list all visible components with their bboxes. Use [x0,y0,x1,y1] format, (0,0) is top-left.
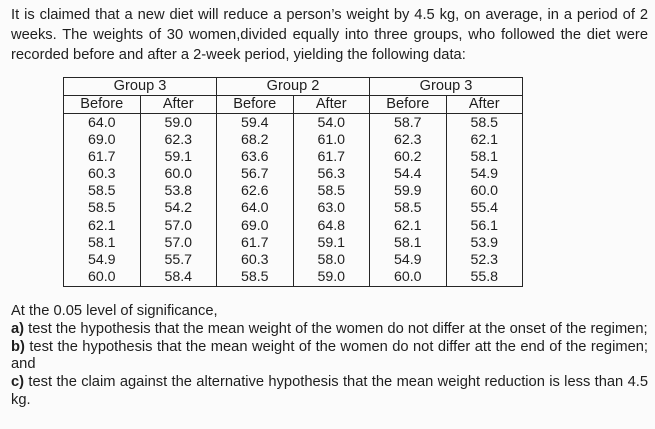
weight-cell: 68.2 [216,132,294,150]
weight-cell: 59.1 [292,234,370,252]
weight-cell: 60.0 [445,183,523,201]
column-header-after-3: After [445,95,523,114]
weight-cell: 61.0 [292,132,370,150]
column-header-after-1: After [139,95,217,114]
questions-block: At the 0.05 level of significance, a) te… [11,303,648,410]
weight-cell: 58.5 [292,183,370,201]
question-a-text: test the hypothesis that the mean weight… [28,320,648,337]
weight-cell: 58.1 [369,234,447,252]
table-row: 58.1 57.0 61.7 59.1 58.1 53.9 [63,234,523,252]
weight-cell: 56.7 [216,166,294,184]
weight-cell: 61.7 [216,234,294,252]
weight-cell: 63.0 [292,200,370,218]
table-row: 54.9 55.7 60.3 58.0 54.9 52.3 [63,251,523,269]
weight-cell: 61.7 [292,149,370,167]
column-header-before-2: Before [216,95,294,114]
weight-cell: 58.5 [369,200,447,218]
question-b-label: b) [11,338,25,355]
weight-cell: 69.0 [63,132,141,150]
weight-cell: 54.9 [63,251,141,269]
weight-cell: 56.1 [445,217,523,235]
question-a-label: a) [11,320,25,337]
question-b-text: test the hypothesis that the mean weight… [11,338,648,373]
weight-cell: 55.8 [445,268,523,287]
weight-cell: 58.1 [63,234,141,252]
weight-cell: 60.2 [369,149,447,167]
weight-cell: 59.0 [292,268,370,287]
weight-cell: 58.1 [445,149,523,167]
weight-cell: 58.5 [216,268,294,287]
column-header-before-3: Before [369,95,447,114]
weight-cell: 57.0 [139,234,217,252]
weight-cell: 64.0 [63,113,141,133]
weight-cell: 54.4 [369,166,447,184]
weight-cell: 60.3 [63,166,141,184]
question-a: a) test the hypothesis that the mean wei… [11,321,648,339]
table-body: 64.0 59.0 59.4 54.0 58.7 58.5 69.0 62.3 68.2 61.0… [63,113,523,287]
weight-cell: 59.9 [369,183,447,201]
weight-cell: 54.0 [292,113,370,133]
weight-cell: 53.8 [139,183,217,201]
group-header-2: Group 2 [216,77,370,96]
group-header-3: Group 3 [369,77,523,96]
weight-cell: 64.0 [216,200,294,218]
table-header: Group 3 Group 2 Group 3 Before After Bef… [63,77,523,114]
subheader-row: Before After Before After Before After [63,95,523,114]
weight-cell: 58.5 [63,200,141,218]
weight-cell: 59.1 [139,149,217,167]
table-row: 64.0 59.0 59.4 54.0 58.7 58.5 [63,113,523,133]
weight-cell: 58.0 [292,251,370,269]
question-c-label: c) [11,374,25,391]
weight-cell: 56.3 [292,166,370,184]
weight-cell: 58.4 [139,268,217,287]
weight-cell: 62.1 [369,217,447,235]
weight-cell: 54.2 [139,200,217,218]
table-row: 58.5 54.2 64.0 63.0 58.5 55.4 [63,200,523,218]
group-header-1: Group 3 [63,77,217,96]
table-row: 61.7 59.1 63.6 61.7 60.2 58.1 [63,149,523,167]
weight-cell: 61.7 [63,149,141,167]
weights-table: Group 3 Group 2 Group 3 Before After Bef… [63,77,523,287]
question-c-text: test the claim against the alternative h… [11,374,648,408]
weight-cell: 64.8 [292,217,370,235]
question-c: c) test the claim against the alternativ… [11,374,648,410]
weight-cell: 58.5 [445,113,523,133]
weight-cell: 59.0 [139,113,217,133]
significance-statement: At the 0.05 level of significance, [11,302,218,319]
table-row: 62.1 57.0 69.0 64.8 62.1 56.1 [63,217,523,235]
weight-cell: 57.0 [139,217,217,235]
table-row: 69.0 62.3 68.2 61.0 62.3 62.1 [63,132,523,150]
weight-cell: 60.0 [63,268,141,287]
question-b: b) test the hypothesis that the mean wei… [11,339,648,375]
table-row: 58.5 53.8 62.6 58.5 59.9 60.0 [63,183,523,201]
problem-statement: It is claimed that a new diet will reduc… [11,7,648,63]
table-row: 60.3 60.0 56.7 56.3 54.4 54.9 [63,166,523,184]
column-header-before-1: Before [63,95,141,114]
table-row: 60.0 58.4 58.5 59.0 60.0 55.8 [63,268,523,287]
weight-cell: 62.1 [445,132,523,150]
weight-cell: 58.7 [369,113,447,133]
weight-cell: 54.9 [445,166,523,184]
weight-cell: 53.9 [445,234,523,252]
weight-cell: 60.0 [139,166,217,184]
weight-cell: 59.4 [216,113,294,133]
weight-cell: 63.6 [216,149,294,167]
weight-cell: 60.3 [216,251,294,269]
group-header-row: Group 3 Group 2 Group 3 [63,77,523,96]
weight-cell: 69.0 [216,217,294,235]
column-header-after-2: After [292,95,370,114]
weight-cell: 62.3 [369,132,447,150]
weight-cell: 62.3 [139,132,217,150]
weight-cell: 62.6 [216,183,294,201]
weight-cell: 54.9 [369,251,447,269]
weight-cell: 60.0 [369,268,447,287]
weight-cell: 55.7 [139,251,217,269]
weight-cell: 62.1 [63,217,141,235]
weight-cell: 55.4 [445,200,523,218]
weight-cell: 58.5 [63,183,141,201]
weight-cell: 52.3 [445,251,523,269]
